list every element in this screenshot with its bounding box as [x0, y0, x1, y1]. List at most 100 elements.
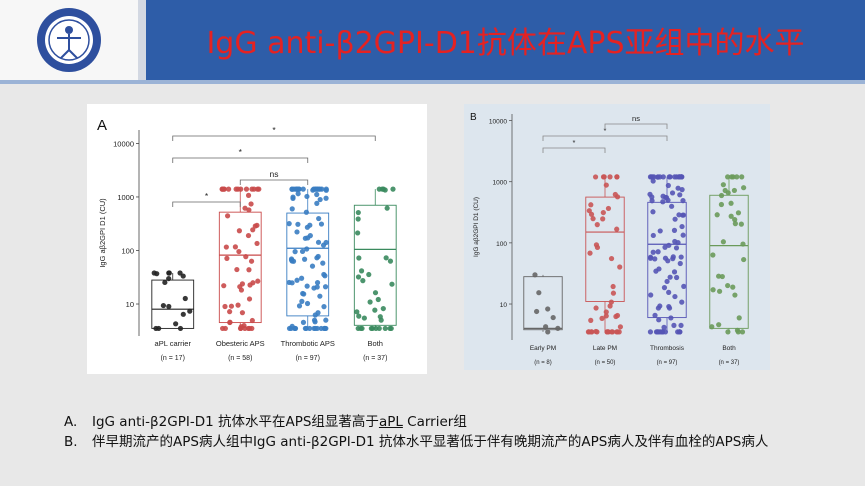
data-point — [648, 292, 654, 298]
data-point — [226, 186, 232, 192]
data-point — [647, 191, 653, 197]
data-point — [677, 329, 683, 335]
data-point — [728, 213, 734, 219]
data-point — [301, 291, 307, 297]
x-count-label: (n = 50) — [595, 360, 616, 366]
data-point — [599, 315, 605, 321]
data-point — [680, 212, 687, 218]
data-point — [289, 186, 295, 192]
data-point — [594, 329, 600, 335]
data-point — [600, 216, 606, 222]
data-point — [366, 271, 372, 278]
data-point — [613, 313, 619, 320]
data-point — [608, 299, 614, 305]
points-group — [585, 174, 623, 335]
data-point — [603, 309, 609, 315]
data-point — [294, 277, 300, 283]
data-point — [666, 305, 673, 311]
data-point — [664, 278, 670, 285]
data-point — [679, 299, 685, 305]
data-point — [718, 201, 725, 208]
data-point — [650, 232, 656, 239]
data-point — [660, 174, 666, 180]
data-point — [661, 324, 667, 331]
data-point — [256, 186, 262, 192]
data-point — [650, 249, 656, 255]
data-point — [355, 216, 361, 222]
note-b-text: 伴早期流产的APS病人组中IgG anti-β2GPI-D1 抗体水平显著低于伴… — [92, 434, 769, 450]
data-point — [246, 207, 252, 213]
x-category-label: Thrombotic APS — [281, 339, 335, 348]
data-point — [740, 241, 746, 247]
data-point — [725, 190, 731, 196]
data-point — [288, 256, 295, 262]
data-point — [672, 238, 678, 245]
data-point — [608, 255, 615, 262]
data-point — [221, 186, 227, 192]
significance-label: * — [205, 191, 209, 201]
data-point — [614, 194, 621, 200]
data-point — [709, 324, 715, 330]
data-point — [301, 256, 308, 262]
significance-label: * — [604, 126, 607, 135]
data-point — [312, 186, 318, 192]
data-point — [238, 287, 245, 293]
points-group — [219, 186, 262, 332]
data-point — [304, 193, 310, 200]
data-point — [304, 283, 310, 289]
data-point — [254, 222, 260, 228]
data-point — [610, 290, 617, 296]
data-point — [671, 269, 678, 275]
panel-label: B — [470, 112, 477, 123]
data-point — [725, 174, 731, 180]
data-point — [390, 186, 396, 192]
data-point — [224, 255, 230, 261]
data-point — [600, 174, 607, 180]
data-point — [731, 187, 738, 194]
data-point — [294, 229, 300, 235]
chart-panel-b: B 10 100 1000 10000 IgG aβ2GPI D1 (CU) Early P… — [464, 104, 770, 370]
data-point — [532, 272, 538, 278]
data-point — [360, 278, 366, 284]
data-point — [736, 315, 742, 321]
data-point — [286, 221, 292, 227]
data-point — [254, 240, 260, 247]
points-group — [151, 270, 193, 332]
data-point — [315, 239, 322, 245]
data-point — [679, 223, 685, 230]
data-point — [228, 303, 235, 309]
data-point — [173, 321, 179, 327]
data-point — [669, 190, 676, 196]
data-point — [588, 202, 594, 208]
data-point — [299, 298, 305, 304]
data-point — [151, 270, 157, 276]
data-point — [647, 329, 654, 335]
data-point — [372, 290, 379, 296]
note-a-text-main: IgG anti-β2GPI-D1 抗体水平在APS组显著高于 — [92, 414, 379, 430]
data-point — [299, 248, 306, 255]
data-point — [720, 239, 726, 245]
y-axis-label: IgG aβ2GPI D1 (CU) — [473, 197, 480, 257]
data-point — [545, 329, 551, 335]
data-point — [355, 209, 361, 216]
data-point — [384, 205, 390, 211]
chart-a-svg: A 10 100 1000 10000 IgG aβ2GPI D1 (CU) aPL car… — [97, 117, 397, 362]
logo-area — [0, 0, 138, 80]
data-point — [543, 324, 549, 330]
data-point — [617, 264, 623, 270]
data-point — [614, 226, 620, 232]
data-point — [714, 212, 720, 218]
data-point — [354, 309, 360, 315]
data-point — [321, 271, 327, 278]
data-point — [677, 192, 683, 198]
data-point — [309, 263, 316, 269]
y-tick-label: 1000 — [117, 193, 134, 202]
data-point — [311, 285, 317, 291]
data-point — [239, 281, 245, 287]
x-count-label: (n = 17) — [161, 355, 185, 362]
points-group — [532, 272, 561, 335]
data-point — [617, 324, 623, 330]
data-point — [665, 258, 671, 264]
data-point — [647, 255, 654, 261]
x-category-label: Both — [368, 339, 383, 348]
